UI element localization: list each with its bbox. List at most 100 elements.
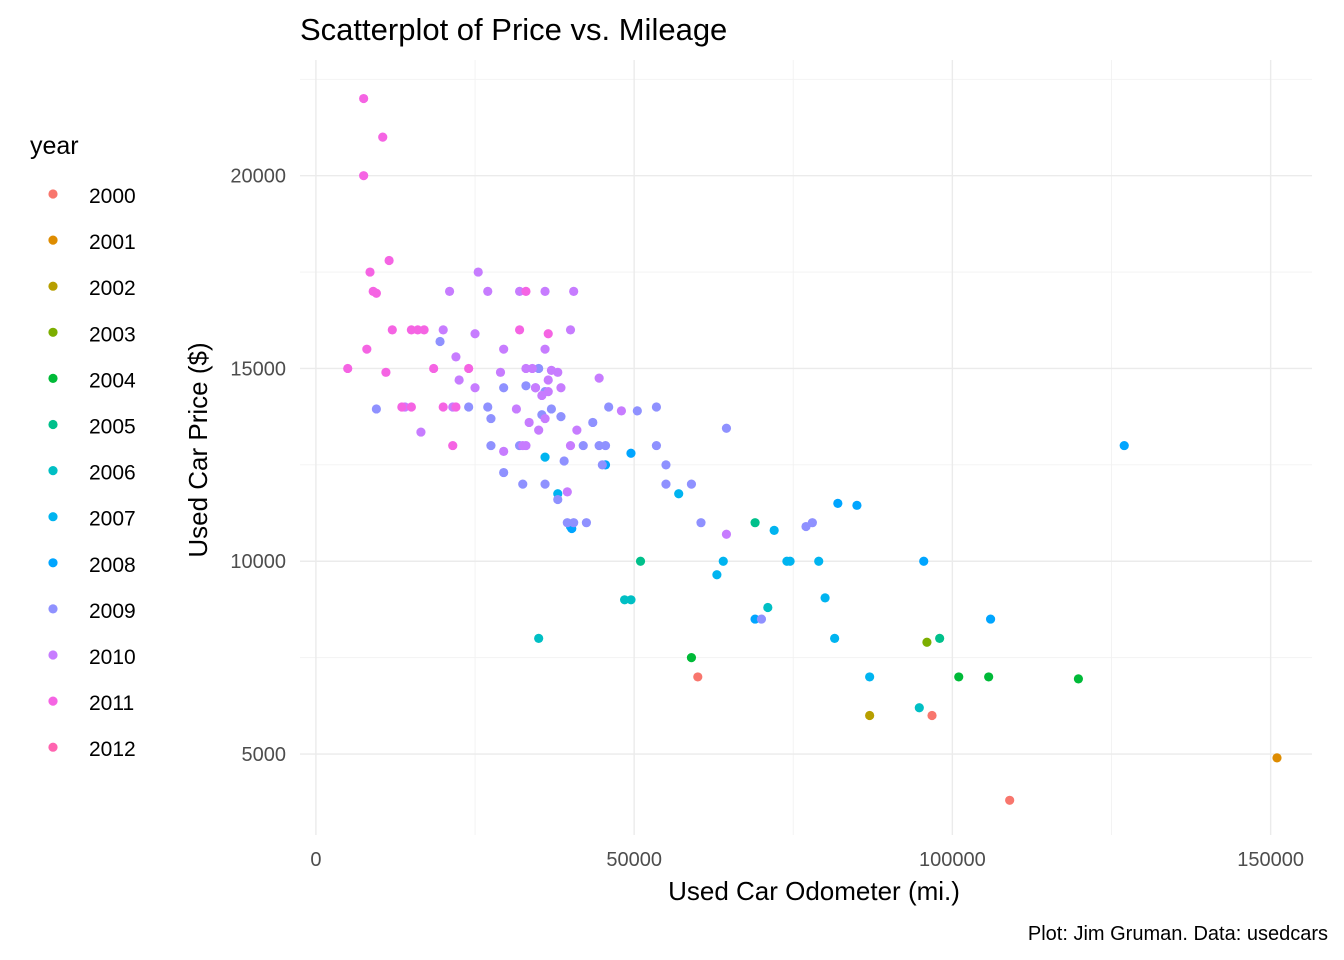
data-point-2010 — [543, 386, 553, 397]
data-point-2008 — [626, 448, 636, 458]
data-point-2011 — [543, 329, 553, 339]
data-point-2009 — [562, 518, 572, 528]
data-point-2009 — [661, 460, 671, 470]
data-point-2008 — [852, 500, 862, 510]
legend-key-2008 — [48, 558, 58, 568]
data-point-2009 — [597, 460, 607, 470]
data-point-2011 — [413, 325, 423, 335]
data-point-2007 — [814, 556, 824, 566]
legend-key-2005 — [48, 419, 58, 430]
data-point-2007 — [540, 452, 550, 462]
data-point-2007 — [674, 489, 684, 499]
data-point-2007 — [785, 556, 795, 566]
data-point-2008 — [919, 556, 929, 566]
data-point-2009 — [546, 404, 557, 414]
data-point-2006 — [914, 703, 924, 713]
legend-label-2009: 2009 — [89, 600, 136, 623]
data-point-2001 — [1272, 753, 1282, 763]
data-point-2011 — [451, 402, 461, 412]
y-tick-label: 5000 — [242, 744, 287, 766]
data-point-2010 — [540, 344, 550, 354]
legend-key-2002 — [48, 281, 58, 291]
data-point-2000 — [927, 710, 937, 721]
data-point-2011 — [381, 367, 391, 377]
legend-label-2008: 2008 — [89, 554, 136, 577]
data-point-2011 — [384, 255, 394, 266]
chart-title: Scatterplot of Price vs. Mileage — [300, 12, 727, 47]
data-point-2010 — [543, 375, 553, 385]
legend: year 20002001200220032004200520062007200… — [30, 132, 136, 761]
legend-entries: 2000 2001 2002 2003 2004 2005 2006 2007 2008 2009… — [48, 185, 136, 761]
y-tick-label: 10000 — [230, 551, 286, 573]
data-point-2011 — [429, 363, 439, 374]
y-tick-label: 20000 — [230, 166, 286, 188]
data-point-2011 — [438, 402, 448, 412]
data-point-2008 — [833, 498, 843, 509]
data-point-2000 — [693, 672, 703, 682]
data-point-2009 — [553, 494, 563, 505]
data-point-2009 — [540, 479, 550, 489]
data-point-2008 — [985, 614, 996, 624]
data-point-2011 — [359, 171, 369, 181]
data-point-2010 — [521, 440, 531, 451]
data-point-2010 — [438, 325, 448, 335]
data-point-2009 — [807, 518, 817, 528]
data-point-2007 — [769, 525, 779, 535]
data-point-2011 — [365, 267, 375, 277]
data-point-2005 — [935, 633, 945, 643]
legend-label-2003: 2003 — [89, 323, 136, 346]
data-point-2010 — [721, 529, 732, 539]
data-point-2009 — [588, 417, 598, 428]
data-point-2011 — [448, 440, 458, 451]
data-point-2009 — [521, 381, 531, 391]
legend-key-2010 — [48, 650, 58, 660]
data-point-2007 — [712, 570, 722, 580]
chart-caption: Plot: Jim Gruman. Data: usedcars — [1028, 923, 1328, 945]
legend-key-2004 — [48, 373, 58, 383]
data-point-2000 — [1005, 795, 1015, 805]
data-point-2009 — [578, 440, 588, 451]
data-point-2006 — [626, 595, 636, 605]
data-point-2010 — [416, 427, 426, 437]
data-point-2011 — [514, 325, 525, 335]
legend-key-2003 — [48, 327, 58, 337]
data-point-2009 — [632, 406, 642, 416]
y-tick-label: 15000 — [230, 358, 286, 380]
y-axis-ticks: 5000 10000 15000 20000 — [230, 166, 286, 766]
legend-label-2012: 2012 — [89, 738, 136, 761]
data-point-2009 — [661, 479, 671, 489]
data-point-2010 — [565, 440, 576, 451]
data-point-2006 — [534, 633, 544, 643]
data-point-2011 — [362, 344, 372, 354]
data-point-2004 — [1073, 674, 1084, 684]
data-point-2010 — [534, 425, 544, 435]
grid — [300, 60, 1312, 835]
legend-label-2010: 2010 — [89, 646, 136, 669]
data-point-2009 — [594, 440, 604, 451]
data-point-2009 — [651, 440, 662, 451]
data-point-2009 — [435, 336, 445, 347]
data-point-2010 — [540, 286, 550, 296]
data-point-2005 — [750, 518, 760, 528]
data-point-2009 — [486, 440, 496, 451]
x-axis-ticks: 0 50000 100000 150000 — [310, 849, 1304, 871]
data-point-2009 — [559, 456, 569, 466]
legend-label-2002: 2002 — [89, 277, 136, 300]
data-point-2007 — [718, 556, 728, 566]
data-point-2010 — [616, 406, 627, 416]
data-point-2011 — [406, 325, 416, 335]
data-point-2010 — [470, 383, 480, 393]
data-point-2010 — [454, 375, 464, 385]
data-point-2010 — [495, 367, 506, 377]
data-point-2011 — [359, 93, 369, 104]
data-point-2010 — [473, 267, 483, 277]
data-point-2011 — [464, 363, 474, 374]
legend-label-2000: 2000 — [89, 185, 136, 208]
legend-key-2009 — [48, 604, 58, 614]
data-point-2009 — [696, 518, 706, 528]
data-point-2011 — [406, 402, 416, 412]
data-point-2007 — [830, 633, 840, 643]
legend-key-2011 — [48, 696, 58, 706]
legend-label-2005: 2005 — [89, 416, 136, 439]
